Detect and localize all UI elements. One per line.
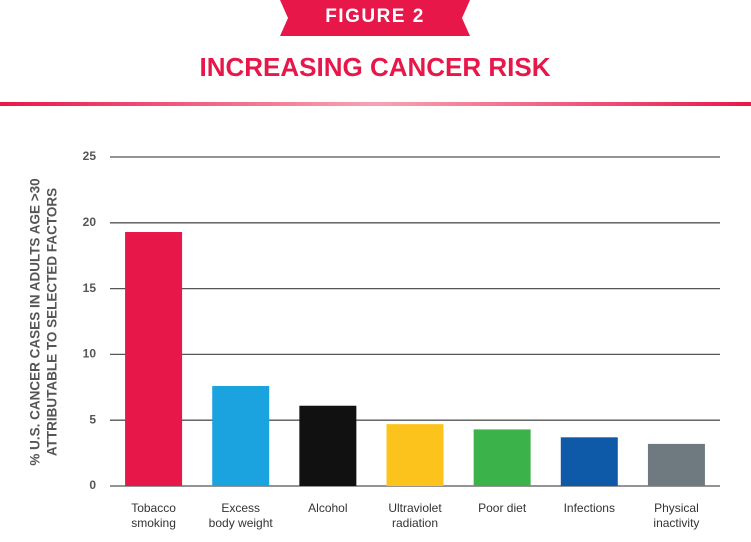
- bar: [386, 424, 444, 486]
- y-axis-title-line: ATTRIBUTABLE TO SELECTED FACTORS: [45, 188, 60, 456]
- y-axis-title-line: % U.S. CANCER CASES IN ADULTS AGE >30: [28, 178, 43, 465]
- y-tick-label: 25: [83, 149, 97, 163]
- x-tick-label: Excess body weight: [208, 501, 273, 530]
- header-rule: [0, 102, 751, 106]
- y-tick-label: 10: [83, 347, 97, 361]
- bar: [473, 429, 531, 486]
- x-tick-label: Physical inactivity: [653, 501, 700, 530]
- x-tick-label: Infections: [563, 501, 615, 515]
- x-tick-label: Poor diet: [478, 501, 527, 515]
- y-axis-title: % U.S. CANCER CASES IN ADULTS AGE >30 AT…: [28, 178, 60, 465]
- bar: [299, 405, 357, 486]
- x-tick-label: Alcohol: [308, 501, 348, 515]
- chart-title: INCREASING CANCER RISK: [199, 52, 550, 82]
- y-tick-label: 0: [89, 478, 96, 492]
- x-tick-label: Ultraviolet radiation: [388, 501, 442, 530]
- x-tick-label: Tobacco smoking: [131, 501, 176, 530]
- bar: [560, 437, 618, 486]
- y-tick-label: 15: [83, 281, 97, 295]
- bar: [125, 232, 183, 486]
- badge: FIGURE 2: [325, 6, 425, 27]
- badge-ribbon: [280, 0, 470, 36]
- bar: [212, 385, 270, 486]
- bar: [647, 443, 705, 486]
- y-tick-label: 20: [83, 215, 97, 229]
- y-tick-label: 5: [89, 412, 96, 426]
